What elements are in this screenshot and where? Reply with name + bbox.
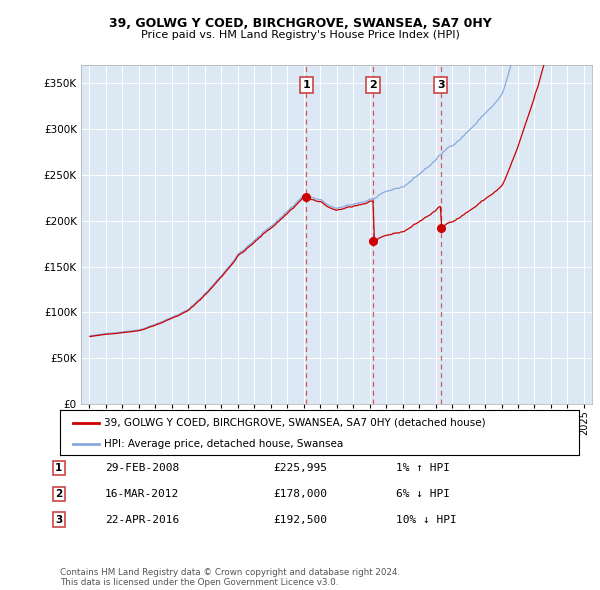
- Text: 22-APR-2016: 22-APR-2016: [105, 515, 179, 525]
- Text: 3: 3: [55, 515, 62, 525]
- Text: 2: 2: [55, 489, 62, 499]
- Text: 39, GOLWG Y COED, BIRCHGROVE, SWANSEA, SA7 0HY: 39, GOLWG Y COED, BIRCHGROVE, SWANSEA, S…: [109, 17, 491, 30]
- Text: £225,995: £225,995: [273, 463, 327, 473]
- Text: 2: 2: [369, 80, 377, 90]
- Text: £192,500: £192,500: [273, 515, 327, 525]
- Text: 39, GOLWG Y COED, BIRCHGROVE, SWANSEA, SA7 0HY (detached house): 39, GOLWG Y COED, BIRCHGROVE, SWANSEA, S…: [104, 418, 486, 428]
- Text: 6% ↓ HPI: 6% ↓ HPI: [396, 489, 450, 499]
- Text: £178,000: £178,000: [273, 489, 327, 499]
- Text: 3: 3: [437, 80, 445, 90]
- Text: 10% ↓ HPI: 10% ↓ HPI: [396, 515, 457, 525]
- Text: 1: 1: [55, 463, 62, 473]
- Text: 16-MAR-2012: 16-MAR-2012: [105, 489, 179, 499]
- Text: HPI: Average price, detached house, Swansea: HPI: Average price, detached house, Swan…: [104, 439, 343, 449]
- Text: Contains HM Land Registry data © Crown copyright and database right 2024.
This d: Contains HM Land Registry data © Crown c…: [60, 568, 400, 587]
- Text: 1% ↑ HPI: 1% ↑ HPI: [396, 463, 450, 473]
- Text: 1: 1: [302, 80, 310, 90]
- Text: 29-FEB-2008: 29-FEB-2008: [105, 463, 179, 473]
- Text: Price paid vs. HM Land Registry's House Price Index (HPI): Price paid vs. HM Land Registry's House …: [140, 30, 460, 40]
